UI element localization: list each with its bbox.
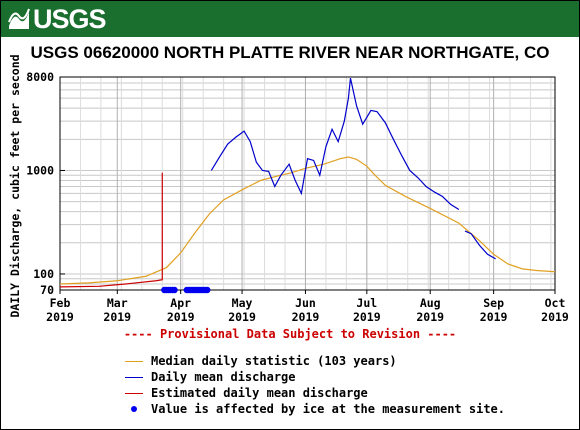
chart-title: USGS 06620000 NORTH PLATTE RIVER NEAR NO… — [30, 43, 550, 62]
x-tick-label-year: 2019 — [541, 310, 569, 324]
y-tick-label: 1000 — [26, 163, 54, 177]
legend: Median daily statistic (103 years) Daily… — [125, 353, 505, 417]
x-tick-label-month: Feb — [50, 296, 71, 310]
legend-swatch-daily-mean — [125, 376, 143, 378]
ice-affected-point — [171, 286, 178, 294]
legend-item-estimated: Estimated daily mean discharge — [125, 385, 505, 401]
x-tick-label-month: Aug — [420, 296, 441, 310]
usgs-wave-icon — [8, 8, 30, 29]
usgs-logo[interactable]: USGS — [8, 4, 107, 34]
series-daily-mean-line-0 — [210, 78, 460, 210]
x-tick-label-month: Mar — [107, 296, 128, 310]
legend-label-median: Median daily statistic (103 years) — [151, 354, 397, 368]
legend-swatch-ice — [125, 406, 143, 412]
x-tick-label-year: 2019 — [416, 310, 444, 324]
y-tick-label: 70 — [40, 283, 54, 297]
ice-affected-point — [204, 286, 211, 294]
x-tick-label-month: Jul — [356, 296, 377, 310]
logo-text: USGS — [33, 4, 107, 34]
x-tick-label-year: 2019 — [480, 310, 508, 324]
legend-item-median: Median daily statistic (103 years) — [125, 353, 505, 369]
x-tick-label-year: 2019 — [167, 310, 195, 324]
x-tick-label-year: 2019 — [103, 310, 131, 324]
plot-area — [59, 76, 556, 291]
x-tick-label-month: Apr — [170, 296, 191, 310]
x-tick-label-month: Oct — [545, 296, 566, 310]
y-tick-label: 100 — [33, 267, 54, 281]
x-tick-label-month: Jun — [295, 296, 316, 310]
series-daily-mean-line-1 — [464, 230, 496, 260]
legend-swatch-estimated — [125, 392, 143, 394]
provisional-notice: ---- Provisional Data Subject to Revisio… — [123, 327, 457, 341]
x-tick-label-year: 2019 — [353, 310, 381, 324]
legend-label-daily-mean: Daily mean discharge — [151, 370, 296, 384]
legend-label-estimated: Estimated daily mean discharge — [151, 386, 368, 400]
x-tick-label-month: May — [232, 296, 253, 310]
series-median-line — [59, 156, 556, 285]
legend-label-ice: Value is affected by ice at the measurem… — [151, 402, 506, 416]
x-tick-label-year: 2019 — [292, 310, 320, 324]
header-banner: USGS — [1, 1, 579, 37]
y-tick-label: 8000 — [26, 70, 54, 84]
legend-item-daily-mean: Daily mean discharge — [125, 369, 505, 385]
x-tick-label-year: 2019 — [228, 310, 256, 324]
x-tick-label-year: 2019 — [46, 310, 74, 324]
legend-item-ice: Value is affected by ice at the measurem… — [125, 401, 505, 417]
legend-swatch-median — [125, 360, 143, 362]
series-estimated-line — [59, 172, 163, 288]
x-tick-label-month: Sep — [483, 296, 504, 310]
